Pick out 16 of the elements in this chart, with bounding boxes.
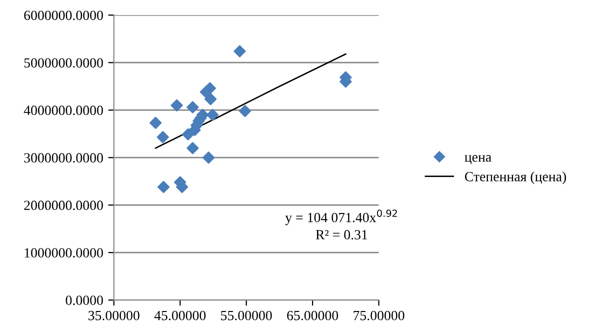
- x-tick-label: 65.00000: [287, 310, 338, 320]
- y-tick-label: 6000000.0000: [24, 10, 103, 20]
- y-tick-label: 1000000.0000: [24, 248, 103, 258]
- annotation: y = 104 071.40x$^{0.92}$: [285, 210, 397, 226]
- y-tick-label: 0.0000: [66, 296, 103, 306]
- x-tick-label: 55.00000: [221, 310, 272, 320]
- x-tick-label: 75.00000: [354, 310, 404, 320]
- legend-label: Степенная (цена): [464, 172, 566, 184]
- annotation: R² = 0.31: [316, 230, 368, 240]
- x-tick-label: 35.00000: [88, 310, 140, 320]
- y-tick-label: 3000000.0000: [24, 153, 103, 163]
- x-tick-label: 45.00000: [154, 310, 206, 320]
- y-tick-label: 4000000.0000: [24, 106, 103, 116]
- legend-label: цена: [464, 155, 492, 164]
- y-tick-label: 2000000.0000: [24, 200, 103, 210]
- y-tick-label: 5000000.0000: [24, 58, 103, 68]
